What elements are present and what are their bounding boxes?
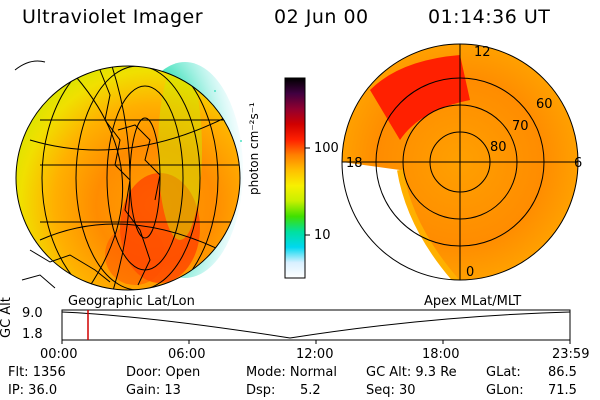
left-panel-caption: Geographic Lat/Lon xyxy=(68,294,195,309)
mlat-label-70: 70 xyxy=(512,119,529,134)
info-door: Door: Open xyxy=(126,365,201,380)
mlt-label-0: 0 xyxy=(466,265,475,280)
info-flt: Flt: 1356 xyxy=(8,365,66,380)
info-seq: Seq: 30 xyxy=(366,383,416,398)
mlt-label-6: 6 xyxy=(574,156,583,171)
right-polar-image xyxy=(341,43,579,281)
altitude-plot xyxy=(61,309,571,344)
colorbar-tick-label-10: 10 xyxy=(314,228,331,243)
alt-ytick-1-8: 1.8 xyxy=(22,327,43,342)
grid-overhang xyxy=(14,60,46,71)
info-glat-label: GLat: xyxy=(486,365,521,380)
info-glon-label: GLon: xyxy=(486,383,524,398)
alt-xtick-1200: 12:00 xyxy=(296,347,334,362)
info-glon-value: 71.5 xyxy=(548,383,577,398)
mlt-label-12: 12 xyxy=(474,45,491,60)
mlt-label-18: 18 xyxy=(346,156,363,171)
colorbar-rect xyxy=(284,77,306,279)
alt-x-ticks xyxy=(61,340,571,344)
info-ip: IP: 36.0 xyxy=(8,383,58,398)
info-glat-value: 86.5 xyxy=(548,365,577,380)
colorbar-unit-label: photon cm⁻²s⁻¹ xyxy=(247,102,261,195)
alt-xtick-0600: 06:00 xyxy=(168,347,206,362)
alt-xtick-2359: 23:59 xyxy=(552,347,590,362)
info-gc-alt: GC Alt: 9.3 Re xyxy=(366,365,457,380)
info-gain: Gain: 13 xyxy=(126,383,181,398)
mlat-mlt-grid xyxy=(341,43,579,281)
alt-xtick-1800: 18:00 xyxy=(422,347,460,362)
coastlines xyxy=(21,69,161,289)
colorbar xyxy=(284,77,310,279)
mlat-label-60: 60 xyxy=(536,97,553,112)
alt-ytick-9: 9.0 xyxy=(22,306,43,321)
alt-xtick-0000: 00:00 xyxy=(40,347,78,362)
time-label: 01:14:36 UT xyxy=(428,6,551,28)
colorbar-tick-label-100: 100 xyxy=(314,141,339,156)
polar-red-region xyxy=(370,55,470,140)
info-dsp-value: 5.2 xyxy=(300,383,321,398)
info-dsp-label: Dsp: xyxy=(246,383,276,398)
right-panel-caption: Apex MLat/MLT xyxy=(424,294,522,309)
alt-plot-ylabel: GC Alt xyxy=(0,297,14,338)
alt-plot-frame xyxy=(61,309,571,341)
date-label: 02 Jun 00 xyxy=(274,6,369,28)
alt-curve xyxy=(61,311,571,339)
instrument-title: Ultraviolet Imager xyxy=(22,6,204,28)
mlat-label-80: 80 xyxy=(490,140,507,155)
left-globe-image xyxy=(14,60,243,291)
lat-lon-grid xyxy=(29,66,240,290)
info-mode: Mode: Normal xyxy=(246,365,337,380)
